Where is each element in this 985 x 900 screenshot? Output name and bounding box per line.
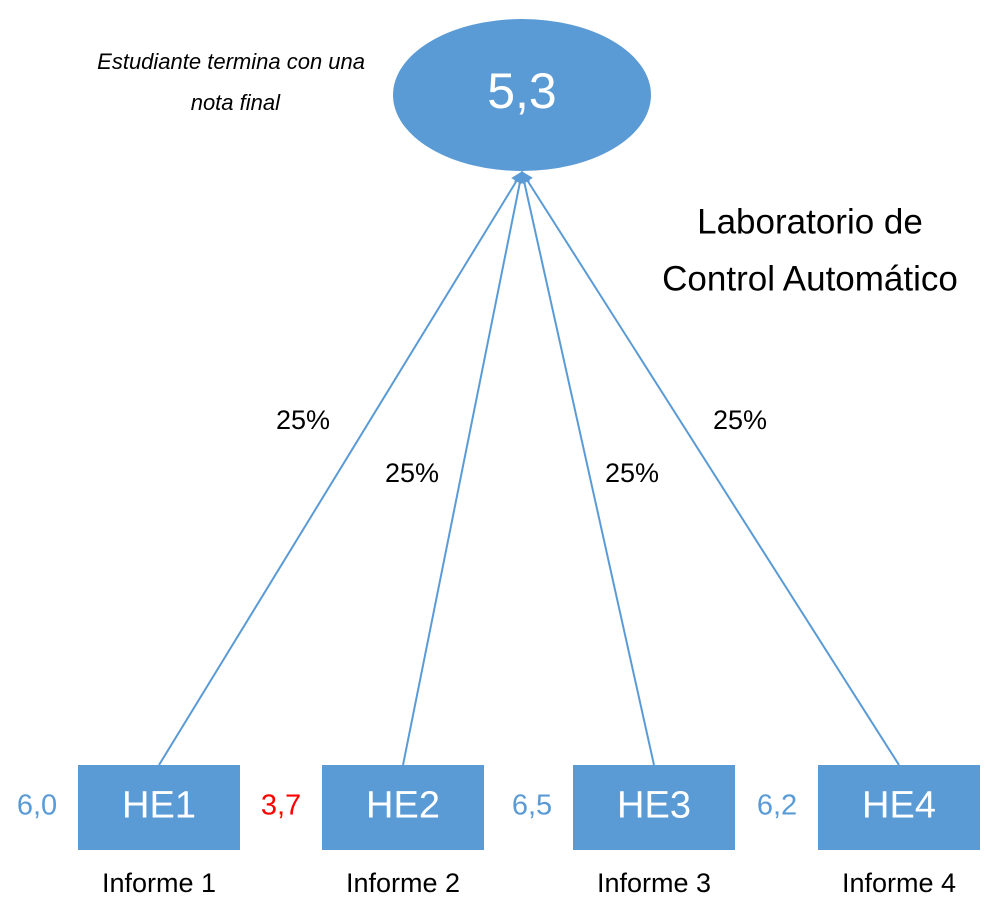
edge [518, 170, 655, 766]
result-node [393, 19, 651, 171]
caption: Informe 1 [102, 868, 216, 898]
grade: 6,2 [757, 790, 797, 822]
annotation: nota final [191, 90, 281, 115]
box-label: HE3 [617, 785, 691, 827]
box-label: HE1 [122, 785, 196, 827]
box-label: HE4 [862, 785, 936, 827]
caption: Informe 2 [346, 868, 460, 898]
caption: Informe 3 [597, 868, 711, 898]
weight-label: 25% [276, 405, 330, 435]
title: Control Automático [662, 259, 958, 298]
box-label: HE2 [366, 785, 440, 827]
edge [402, 170, 526, 766]
result-value: 5,3 [487, 63, 557, 119]
edge [521, 170, 900, 766]
edge [158, 170, 523, 766]
weight-label: 25% [713, 405, 767, 435]
caption: Informe 4 [842, 868, 956, 898]
edges: 25% 25% 25% 25% [158, 170, 900, 766]
weight-label: 25% [605, 458, 659, 488]
grade: 3,7 [261, 790, 301, 822]
grade: 6,5 [512, 790, 552, 822]
grade: 6,0 [17, 790, 57, 822]
nodes: HE1 6,0 Informe 1 HE2 3,7 Informe 2 HE3 6,5 Info… [17, 765, 980, 898]
box [573, 765, 735, 850]
box [322, 765, 484, 850]
title: Laboratorio de [697, 202, 923, 241]
box [78, 765, 240, 850]
annotation: Estudiante termina con una [97, 49, 365, 74]
box [818, 765, 980, 850]
weight-label: 25% [385, 458, 439, 488]
